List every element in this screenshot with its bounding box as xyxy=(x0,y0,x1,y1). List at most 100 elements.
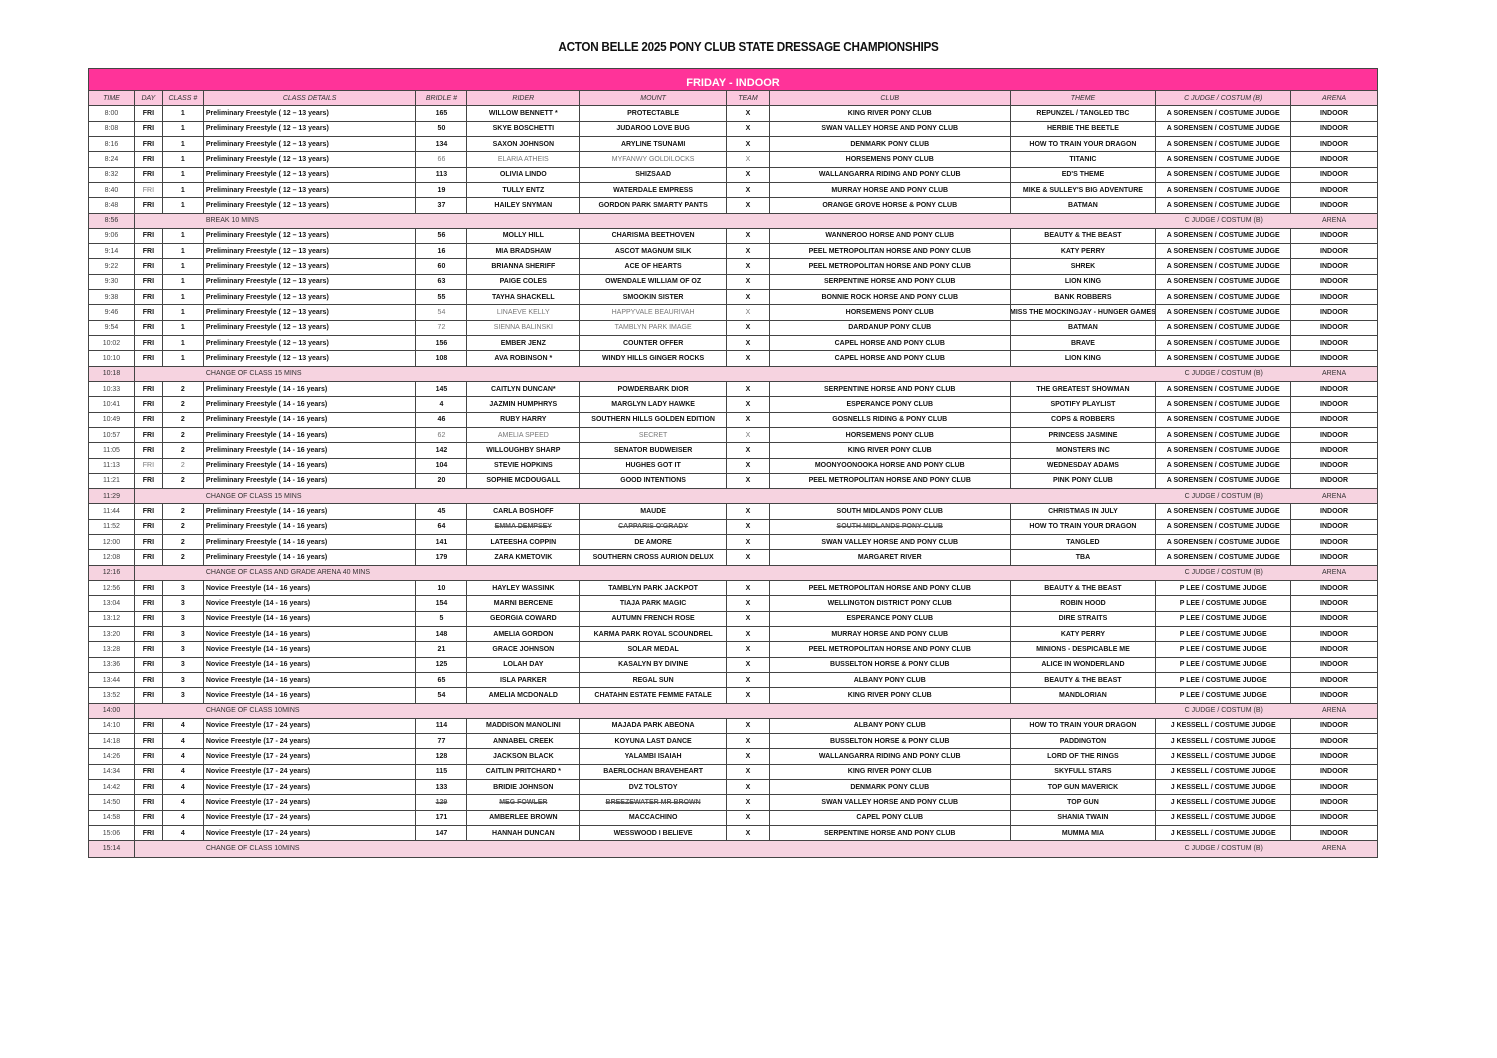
table-row: 8:24 FRI 1 Preliminary Freestyle ( 12 – 13 … xyxy=(89,152,1377,168)
cell-judge: A SORENSEN / COSTUME JUDGE xyxy=(1156,473,1292,489)
cell-arena: INDOOR xyxy=(1320,201,1349,209)
cell-arena: INDOOR xyxy=(1320,538,1349,546)
cell-time: 10:33 xyxy=(89,381,135,397)
cell-day: FRI xyxy=(135,596,163,611)
cell-class-details: Preliminary Freestyle ( 12 – 13 years) xyxy=(204,167,417,182)
cell-team: X xyxy=(727,473,770,489)
cell-theme: TOP GUN xyxy=(1011,795,1157,810)
cell-theme: BEAUTY & THE BEAST xyxy=(1011,581,1157,596)
cell-theme: THE GREATEST SHOWMAN xyxy=(1011,381,1157,397)
cell-arena: INDOOR xyxy=(1320,385,1349,393)
cell-club: WANNEROO HORSE AND PONY CLUB xyxy=(770,228,1011,244)
cell-club: MARGARET RIVER xyxy=(770,550,1011,565)
cell-team: X xyxy=(727,290,770,305)
table-row: 8:40 FRI 1 Preliminary Freestyle ( 12 – 13 … xyxy=(89,182,1377,199)
cell-arena: INDOOR xyxy=(1320,814,1349,822)
cell-time: 14:34 xyxy=(89,764,135,780)
cell-day: FRI xyxy=(135,228,163,244)
cell-class-details: Novice Freestyle (14 - 16 years) xyxy=(204,642,417,657)
cell-judge: P LEE / COSTUME JUDGE xyxy=(1156,611,1292,626)
cell-judge: A SORENSEN / COSTUME JUDGE xyxy=(1156,167,1292,182)
cell-arena: INDOOR xyxy=(1320,799,1349,807)
cell-mount: TIAJA PARK MAGIC xyxy=(580,596,727,611)
cell-bridle-number: 171 xyxy=(416,810,468,825)
break-arena-label: ARENA xyxy=(1322,707,1347,715)
cell-class-number: 3 xyxy=(163,642,204,657)
cell-bridle-number: 145 xyxy=(416,381,468,397)
break-judge-label: C JUDGE / COSTUM (B) xyxy=(1184,370,1263,378)
cell-theme: HERBIE THE BEETLE xyxy=(1011,121,1157,136)
cell-class-details: Novice Freestyle (14 - 16 years) xyxy=(204,672,417,688)
cell-theme: LION KING xyxy=(1011,274,1157,290)
cell-class-details: Novice Freestyle (14 - 16 years) xyxy=(204,626,417,642)
cell-arena: INDOOR xyxy=(1320,324,1349,332)
cell-club: WALLANGARRA RIDING AND PONY CLUB xyxy=(770,749,1011,764)
break-row: 14:00 CHANGE OF CLASS 10MINS C JUDGE / COS… xyxy=(89,703,1377,719)
cell-time: 9:38 xyxy=(89,290,135,305)
break-label: CHANGE OF CLASS 10MINS xyxy=(205,707,300,715)
cell-club: WALLANGARRA RIDING AND PONY CLUB xyxy=(770,167,1011,182)
cell-class-details: Preliminary Freestyle ( 14 - 16 years) xyxy=(204,381,417,397)
cell-day: FRI xyxy=(135,121,163,136)
cell-rider: AMBERLEE BROWN xyxy=(467,810,581,825)
column-header-mount: MOUNT xyxy=(580,91,727,106)
cell-mount: MAUDE xyxy=(580,504,727,519)
cell-arena: INDOOR xyxy=(1320,125,1349,133)
cell-rider: TULLY ENTZ xyxy=(467,182,581,198)
cell-day: FRI xyxy=(135,167,163,182)
cell-arena: INDOOR xyxy=(1320,523,1349,531)
spacer xyxy=(135,841,204,856)
cell-judge: A SORENSEN / COSTUME JUDGE xyxy=(1156,550,1292,565)
break-judge-label: C JUDGE / COSTUM (B) xyxy=(1184,845,1263,853)
cell-arena: INDOOR xyxy=(1320,431,1349,439)
cell-class-details: Novice Freestyle (14 - 16 years) xyxy=(204,657,417,672)
cell-arena: INDOOR xyxy=(1320,462,1349,470)
cell-class-number: 3 xyxy=(163,611,204,626)
cell-class-details: Preliminary Freestyle ( 12 – 13 years) xyxy=(204,290,417,305)
cell-arena: INDOOR xyxy=(1320,691,1349,699)
cell-bridle-number: 128 xyxy=(416,749,468,764)
break-row: 12:16 CHANGE OF CLASS AND GRADE ARENA 40 … xyxy=(89,565,1377,581)
cell-class-number: 4 xyxy=(163,734,204,749)
cell-class-details: Preliminary Freestyle ( 12 – 13 years) xyxy=(204,244,417,259)
cell-mount: COUNTER OFFER xyxy=(580,336,727,351)
cell-club: PEEL METROPOLITAN HORSE AND PONY CLUB xyxy=(770,259,1011,274)
cell-class-number: 1 xyxy=(163,228,204,244)
cell-time: 13:20 xyxy=(89,626,135,642)
cell-arena: INDOOR xyxy=(1320,339,1349,347)
break-label: BREAK 10 MINS xyxy=(205,217,259,225)
cell-time: 12:56 xyxy=(89,581,135,596)
cell-class-details: Preliminary Freestyle ( 14 - 16 years) xyxy=(204,397,417,412)
cell-club: ESPERANCE PONY CLUB xyxy=(770,397,1011,412)
break-time: 12:16 xyxy=(89,565,135,580)
cell-club: SWAN VALLEY HORSE AND PONY CLUB xyxy=(770,535,1011,550)
cell-bridle-number: 141 xyxy=(416,535,468,550)
cell-day: FRI xyxy=(135,550,163,565)
cell-bridle-number: 45 xyxy=(416,504,468,519)
cell-mount: GORDON PARK SMARTY PANTS xyxy=(580,198,727,213)
cell-judge: A SORENSEN / COSTUME JUDGE xyxy=(1156,121,1292,136)
cell-theme: PINK PONY CLUB xyxy=(1011,473,1157,489)
cell-bridle-number: 77 xyxy=(416,734,468,749)
break-label: CHANGE OF CLASS 10MINS xyxy=(205,845,300,853)
cell-club: DENMARK PONY CLUB xyxy=(770,780,1011,795)
cell-team: X xyxy=(727,688,770,703)
cell-rider: MIA BRADSHAW xyxy=(467,244,581,259)
cell-club: SWAN VALLEY HORSE AND PONY CLUB xyxy=(770,795,1011,810)
table-row: 10:10 FRI 1 Preliminary Freestyle ( 12 – 13… xyxy=(89,351,1377,367)
cell-arena: INDOOR xyxy=(1320,508,1349,516)
table-row: 13:52 FRI 3 Novice Freestyle (14 - 16 years… xyxy=(89,688,1377,704)
cell-arena: INDOOR xyxy=(1320,247,1349,255)
cell-bridle-number: 65 xyxy=(416,672,468,688)
cell-bridle-number: 72 xyxy=(416,320,468,335)
table-row: 12:00 FRI 2 Preliminary Freestyle ( 14 - 16… xyxy=(89,535,1377,551)
cell-team: X xyxy=(727,152,770,167)
cell-team: X xyxy=(727,780,770,795)
cell-rider: MADDISON MANOLINI xyxy=(467,718,581,734)
cell-class-number: 2 xyxy=(163,427,204,443)
cell-bridle-number: 46 xyxy=(416,412,468,427)
table-row: 13:44 FRI 3 Novice Freestyle (14 - 16 years… xyxy=(89,672,1377,689)
cell-time: 9:06 xyxy=(89,228,135,244)
cell-rider: CAITLIN PRITCHARD * xyxy=(467,764,581,780)
break-judge-label: C JUDGE / COSTUM (B) xyxy=(1184,217,1263,225)
